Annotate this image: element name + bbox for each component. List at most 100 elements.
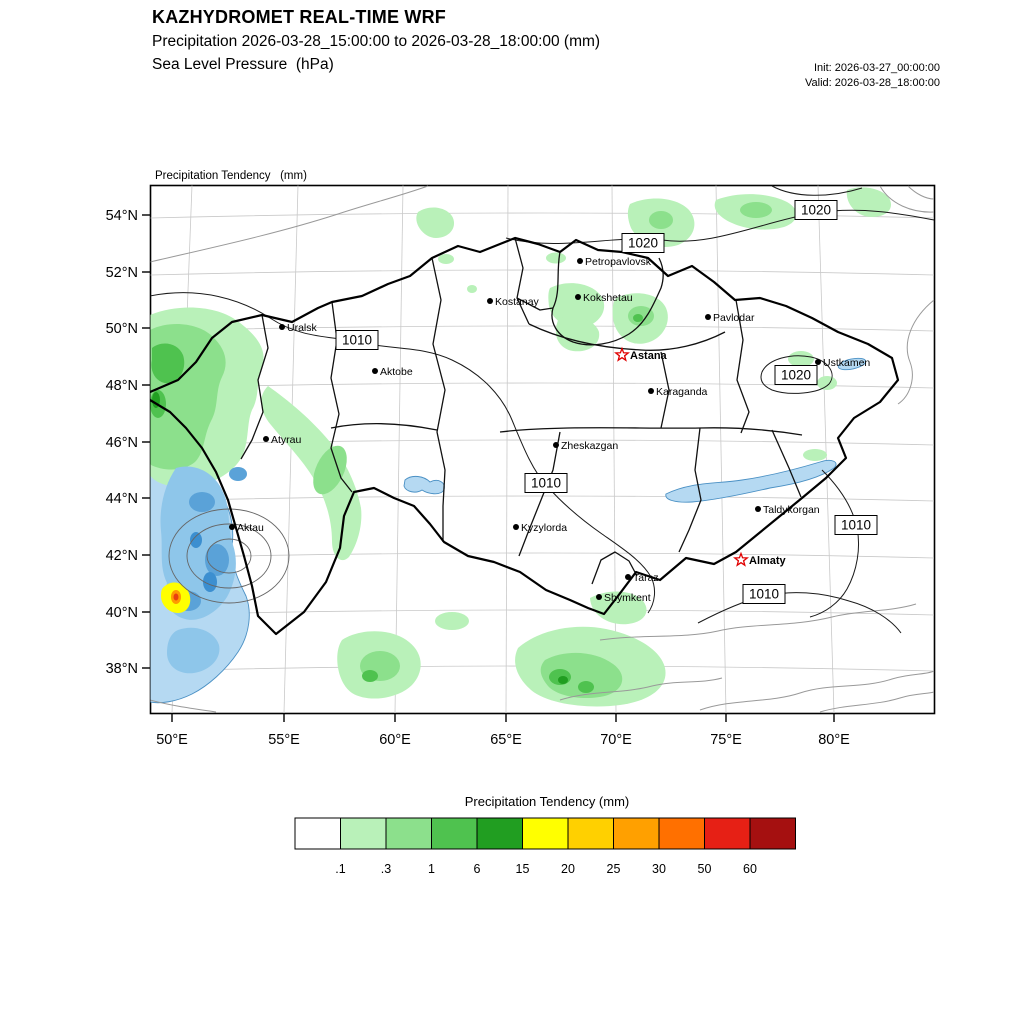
city-dot — [815, 359, 821, 365]
graticule-line — [150, 325, 935, 332]
precip-patch — [313, 445, 347, 495]
lat-label: 46°N — [106, 435, 138, 451]
pressure-label: 1020 — [774, 365, 818, 385]
precip-patch — [558, 676, 568, 684]
oblast-borders — [240, 237, 803, 585]
pressure-contours — [150, 185, 935, 634]
legend-cell — [522, 817, 569, 850]
city-dot — [229, 524, 235, 530]
legend-tick: 60 — [743, 862, 757, 876]
city-marker: Aktau — [229, 522, 264, 534]
lake-balkhash — [665, 459, 837, 503]
city-dot — [513, 524, 519, 530]
svg-text:1020: 1020 — [781, 368, 811, 383]
precip-patch — [817, 376, 837, 390]
page-title: KAZHYDROMET REAL-TIME WRF — [152, 7, 446, 27]
legend-cell — [658, 817, 705, 850]
legend-cell — [340, 817, 387, 850]
lat-label: 54°N — [106, 208, 138, 224]
isobar — [150, 292, 656, 614]
precip-patch — [740, 202, 772, 218]
isobar — [771, 185, 863, 196]
precip-patch — [803, 449, 827, 461]
precip-extreme-group — [161, 582, 191, 613]
isobar — [505, 209, 935, 244]
lon-label: 55°E — [268, 732, 300, 748]
graticule-line — [150, 269, 935, 276]
geo-line — [150, 699, 217, 713]
city-label: Taldykorgan — [763, 504, 820, 516]
city-marker: Kokshetau — [575, 292, 633, 304]
city-marker: Atyrau — [263, 434, 302, 446]
valid-time: Valid: 2026-03-28_18:00:00 — [805, 77, 940, 90]
precip-patch — [578, 681, 594, 693]
city-label: Kokshetau — [583, 292, 633, 304]
city-dot — [648, 388, 654, 394]
precip-patch — [203, 572, 217, 592]
precip-patch — [189, 492, 215, 512]
geo-line — [559, 677, 723, 701]
capital-marker: Astana — [614, 346, 668, 362]
city-label: Shymkent — [604, 592, 651, 604]
city-label: Pavlodar — [713, 312, 755, 324]
city-dot — [372, 368, 378, 374]
city-label: Kyzylorda — [521, 522, 567, 534]
pressure-label: 1020 — [794, 200, 838, 220]
legend-cell — [294, 817, 341, 850]
precip-heavy-blue-group — [160, 466, 247, 674]
oblast-border — [771, 429, 802, 498]
svg-text:1010: 1010 — [342, 333, 372, 348]
pressure-value-labels: 1020 1020 1010 1020 1010 1010 1010 — [335, 200, 878, 604]
lon-label: 50°E — [156, 732, 188, 748]
legend-cell — [385, 817, 432, 850]
latitude-axis: 54°N 52°N 50°N 48°N 46°N 44°N 42°N 40°N … — [106, 208, 150, 677]
precip-patch — [467, 285, 477, 293]
oblast-border — [591, 551, 638, 585]
precip-patch — [190, 532, 202, 548]
colorbar-title: Precipitation Tendency (mm) — [465, 794, 630, 809]
city-dot — [279, 324, 285, 330]
city-marker: Petropavlovsk — [577, 256, 652, 268]
legend-tick: 30 — [652, 862, 666, 876]
capital-marker: Almaty — [733, 551, 787, 567]
isobar-low-spiral — [186, 523, 272, 589]
precip-patch — [590, 591, 647, 625]
legend-tick: 1 — [428, 862, 435, 876]
city-label: Almaty — [749, 555, 787, 567]
city-marker: Shymkent — [596, 592, 651, 604]
precip-patch — [548, 283, 605, 328]
oblast-border — [240, 314, 269, 460]
geo-line — [699, 670, 935, 711]
lat-label: 42°N — [106, 548, 138, 564]
map-variable-precip: Precipitation Tendency (mm) — [155, 170, 307, 183]
city-label: Taraz — [633, 572, 659, 584]
city-dot — [705, 314, 711, 320]
city-marker: Kostanay — [487, 296, 540, 308]
geo-line — [599, 603, 917, 641]
lon-label: 70°E — [600, 732, 632, 748]
city-label: Atyrau — [271, 434, 302, 446]
graticule-line — [817, 185, 835, 714]
lat-label: 50°N — [106, 321, 138, 337]
precip-patch — [846, 187, 892, 217]
city-label: Ustkamen — [823, 357, 870, 369]
colorbar-legend: Precipitation Tendency (mm) .1 .3 1 6 15… — [294, 794, 796, 876]
city-dot — [755, 506, 761, 512]
graticule-line — [150, 439, 935, 446]
city-marker: Taraz — [625, 572, 659, 584]
precip-patch — [546, 252, 566, 264]
oblast-border — [528, 323, 726, 351]
legend-tick: .3 — [381, 862, 391, 876]
city-label: Karaganda — [656, 386, 708, 398]
precip-patch — [229, 467, 247, 481]
precip-patch — [261, 386, 362, 561]
pressure-label: 1020 — [621, 233, 665, 253]
geo-line — [150, 185, 429, 263]
oblast-border — [431, 257, 446, 542]
precip-patch — [205, 544, 229, 576]
oblast-border — [551, 251, 664, 346]
precip-patch — [362, 670, 378, 682]
precip-patch — [555, 316, 600, 352]
lat-label: 48°N — [106, 378, 138, 394]
legend-cell — [704, 817, 751, 850]
